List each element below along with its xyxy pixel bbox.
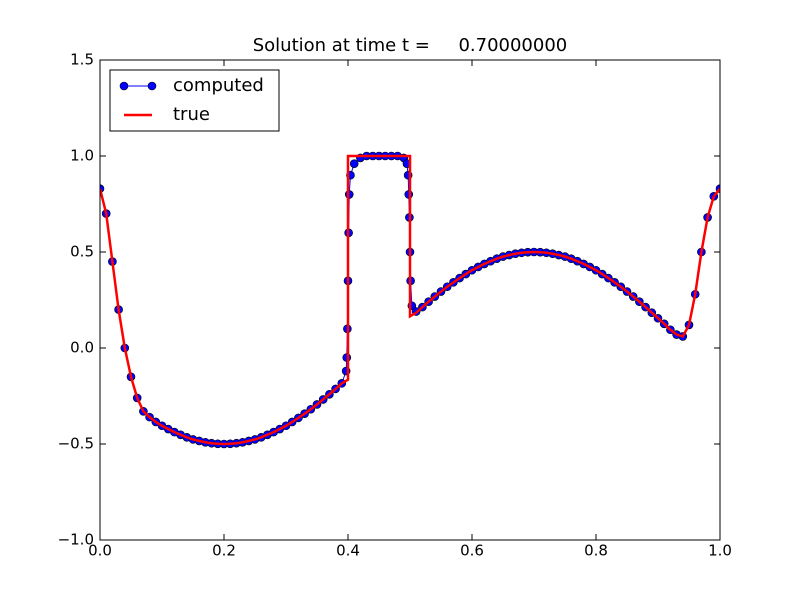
series-line bbox=[100, 154, 720, 446]
plot-frame bbox=[99, 59, 721, 541]
legend-marker bbox=[147, 81, 157, 91]
y-tick-label: −1.0 bbox=[58, 531, 94, 549]
legend-label: computed bbox=[173, 75, 264, 96]
y-tick-label: 0.0 bbox=[70, 339, 94, 357]
legend-box bbox=[109, 69, 280, 132]
chart-title: Solution at time t = 0.70000000 bbox=[253, 35, 568, 56]
y-tick-label: −0.5 bbox=[58, 435, 94, 453]
y-tick-label: 1.0 bbox=[70, 147, 94, 165]
x-tick-label: 0.8 bbox=[584, 542, 608, 560]
y-tick-label: 0.5 bbox=[70, 243, 94, 261]
legend-label: true bbox=[173, 104, 210, 125]
x-tick-label: 0.2 bbox=[212, 542, 236, 560]
y-tick-label: 1.5 bbox=[70, 51, 94, 69]
x-tick-label: 0.4 bbox=[336, 542, 360, 560]
data-point bbox=[349, 159, 359, 168]
x-tick-label: 1.0 bbox=[708, 542, 732, 560]
x-tick-label: 0.0 bbox=[88, 542, 112, 560]
x-tick-label: 0.6 bbox=[460, 542, 484, 560]
legend-marker bbox=[119, 81, 129, 91]
